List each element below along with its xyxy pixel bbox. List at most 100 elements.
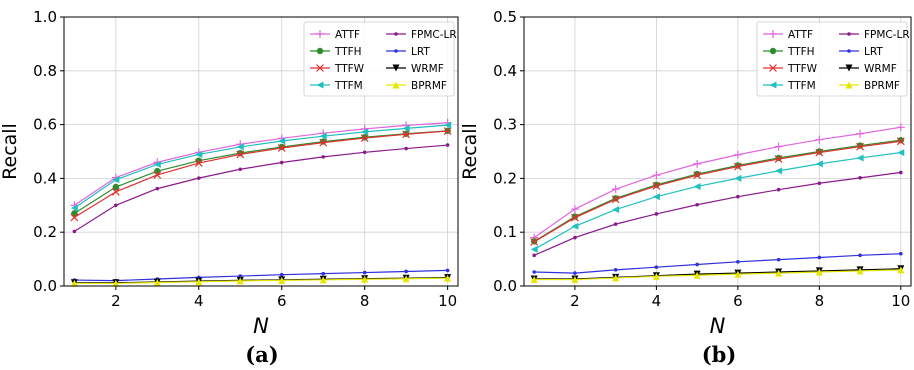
data-point-ttfh [897,137,905,144]
data-point-ttfm [815,160,823,168]
data-point-lrt [404,269,408,274]
series-line-ttfh [74,130,448,214]
data-point-ttfm [444,121,452,129]
data-point-fpmc-lr [613,222,618,226]
series-line-ttfm [74,124,448,209]
series-line-bprmf [74,277,448,284]
data-point-bprmf [444,274,452,282]
data-point-lrt [321,271,326,276]
data-point-ttfm [195,150,203,158]
data-point-ttfw [111,187,120,196]
data-point-ttfw [360,134,369,142]
y-tick-label: 0.5 [493,8,517,26]
data-point-lrt [362,270,367,275]
data-point-fpmc-lr [362,150,367,155]
x-axis-label: N [253,314,269,338]
data-point-ttfw [277,144,286,152]
data-point-ttfm [319,132,327,140]
data-point-ttfm [652,193,660,201]
data-point-bprmf [612,274,620,282]
series-attf [530,123,905,242]
data-point-ttfh [816,148,823,155]
data-point-lrt [736,259,740,264]
data-point-bprmf [195,278,203,286]
data-point-lrt [858,253,862,258]
data-point-ttfh [278,143,285,151]
data-point-fpmc-lr [404,146,408,151]
y-axis-label: Recall [0,123,21,180]
data-point-lrt [899,251,903,256]
data-point-fpmc-lr [654,212,659,216]
data-point-ttfw [402,130,411,139]
legend-marker [845,81,853,89]
y-tick-label: 0.4 [33,169,57,187]
data-point-ttfw [896,137,905,146]
legend-label: BPRMF [864,80,900,92]
data-point-ttfw [319,138,328,147]
series-fpmc-lr [532,170,903,258]
series-fpmc-lr [72,143,450,234]
legend-marker [847,49,851,53]
series-ttfw [530,137,905,246]
data-point-attf [774,142,783,151]
data-point-ttfm [856,154,864,162]
series-line-fpmc-lr [74,144,448,232]
legend-label: TTFH [787,46,815,58]
series-line-bprmf [534,269,901,281]
data-point-lrt [817,255,822,260]
legend-label: LRT [864,46,883,58]
legend-box [303,21,455,97]
x-tick-label: 10 [891,292,910,310]
series-ttfm [70,121,452,212]
data-point-ttfw [194,159,203,167]
data-point-bprmf [236,277,244,285]
legend-marker [316,64,324,72]
y-tick-label: 0.8 [33,62,57,80]
x-tick-label: 8 [360,292,370,310]
legend: ATTF TTFH TTFW TTFM FPMC-LR LRT WRMF BPRMF [756,21,910,97]
data-point-lrt [573,271,577,275]
data-point-bprmf [70,279,78,287]
data-point-ttfw [611,195,620,204]
data-point-ttfh [112,183,120,191]
data-point-attf [652,171,661,180]
data-point-attf [570,205,579,214]
legend: ATTF TTFH TTFW TTFM FPMC-LR LRT WRMF BPRMF [303,21,457,97]
data-point-ttfw [815,148,824,157]
data-point-ttfw [774,155,783,163]
legend-marker [394,49,398,53]
y-axis-label: Recall [459,123,481,180]
y-tick-label: 0.3 [493,116,517,134]
y-tick-label: 0.0 [493,277,517,295]
x-tick-label: 6 [277,292,287,310]
data-point-fpmc-lr [899,170,903,175]
data-point-bprmf [571,276,579,284]
legend-marker [769,30,777,38]
data-point-ttfm [278,137,286,145]
data-point-attf [815,135,824,144]
data-point-bprmf [897,266,905,274]
data-point-fpmc-lr [155,186,160,191]
legend-label: BPRMF [411,80,447,92]
data-point-lrt [654,265,659,269]
legend-marker [769,47,777,55]
legend-marker [316,30,324,38]
legend-label: ATTF [788,29,813,41]
legend-marker [394,32,398,36]
series-line-ttfm [533,151,901,250]
legend-marker [847,32,851,36]
series-line-attf [74,122,448,206]
series-line-attf [533,126,901,239]
data-point-ttfm [897,149,905,157]
series-line-lrt [534,253,901,274]
data-point-ttfm [612,206,620,214]
data-point-bprmf [319,276,327,284]
y-tick-label: 1.0 [33,8,57,26]
series-line-fpmc-lr [533,171,901,256]
legend-label: TTFM [787,80,816,92]
data-point-ttfm [112,176,120,184]
data-point-fpmc-lr [817,181,822,186]
x-tick-label: 6 [733,292,743,310]
data-point-fpmc-lr [695,202,699,207]
